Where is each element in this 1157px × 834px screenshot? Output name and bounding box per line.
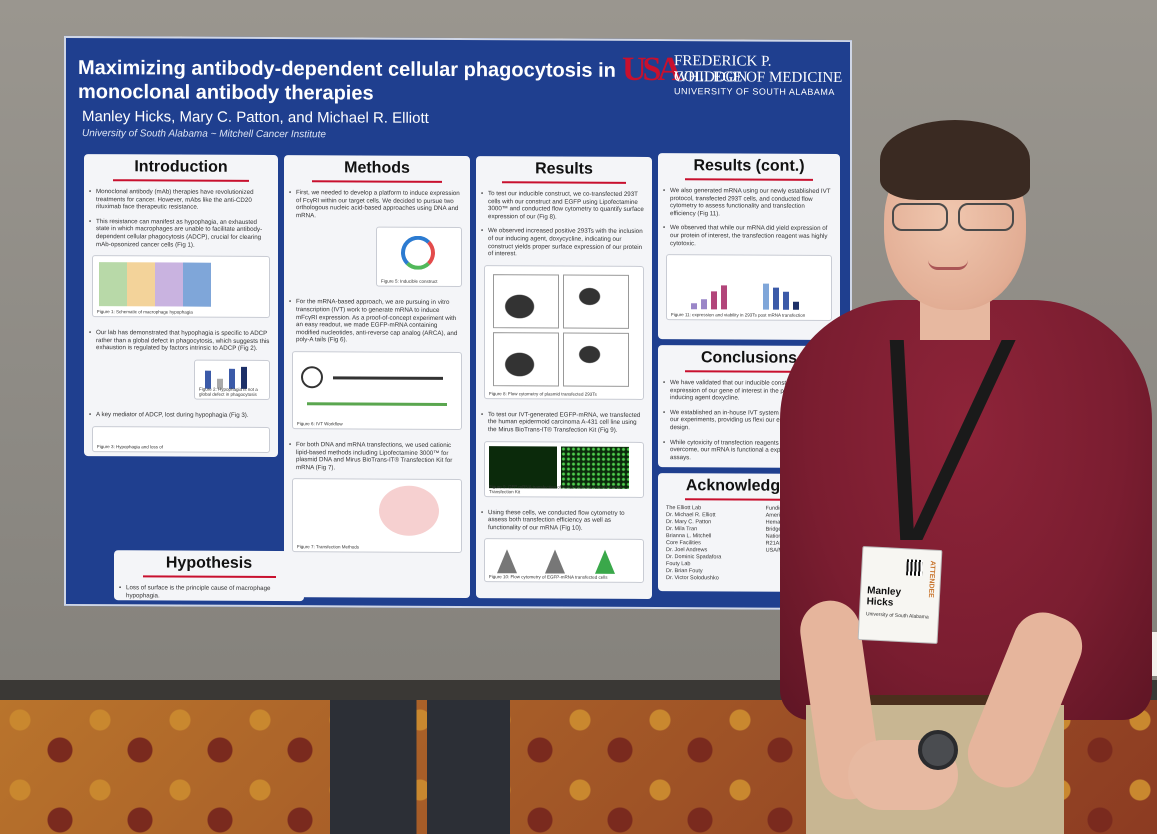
fig11-bar [793,301,799,310]
ack-col-1: The Elliott Lab Dr. Michael R. Elliott D… [666,505,766,583]
fig11-bar [763,283,769,310]
cell-diagram [379,485,439,537]
fig11-bar [711,291,717,310]
usa-logo-mark: USA [622,50,679,89]
smile [928,260,968,270]
intro-bullet: Monoclonal antibody (mAb) therapies have… [96,188,270,212]
hypothesis-text: Loss of surface is the principle cause o… [126,584,296,600]
figure-1: Figure 1: Schematic of macrophage hypoph… [92,255,270,319]
fig11-bar [773,287,779,310]
fig11-bar [783,291,789,310]
eyeglasses [888,203,1020,233]
workflow-arrow [333,376,443,380]
figure-3-caption: Figure 3: Hypophagia and loss of [97,443,164,449]
histogram-peak [545,549,565,574]
badge-name: Manley Hicks [866,585,901,609]
plasmid-map-icon [401,236,435,271]
methods-panel: Methods First, we needed to develop a pl… [284,155,470,599]
research-poster: Maximizing antibody-dependent cellular p… [64,35,852,611]
fig11-bar [691,303,697,310]
methods-bullet: First, we needed to develop a platform t… [296,189,462,220]
badge-affiliation: University of South Alabama [865,611,929,621]
badge-role: ATTENDEE [926,560,936,598]
left-lens [892,203,948,231]
results-bullet: To test our inducible construct, we co-t… [488,190,644,221]
wristwatch [918,730,958,770]
intro-bullet: This resistance can manifest as hypophag… [96,218,270,249]
flow-plot [493,273,559,329]
results-cont-bullet: We observed that while our mRNA did yiel… [670,224,832,248]
fig2-bar [241,366,247,389]
background-person-legs [330,700,510,834]
mrna-strand [307,402,447,406]
figure-3: Figure 3: Hypophagia and loss of [92,425,270,453]
college-logo: USA FREDERICK P. WHIDDON COLLEGE OF MEDI… [622,49,847,104]
figure-8: Figure 8: Flow cytometry of plasmid tran… [484,264,644,400]
results-cont-panel: Results (cont.) We also generated mRNA u… [658,153,840,341]
flow-plot [493,331,559,387]
ack-line: Dr. Victor Solodushko [666,575,719,582]
microscopy-image-gfp [561,446,629,489]
figure-6: Figure 6: IVT Workflow [292,351,462,430]
lanyard [895,340,1005,560]
figure-5: Figure 5: Inducible construct [376,226,462,288]
poster-affiliation: University of South Alabama ~ Mitchell C… [82,128,326,141]
results-bullet: We observed increased positive 293Ts wit… [488,228,644,259]
figure-10-caption: Figure 10: Flow cytometry of EGFP-mRNA t… [489,574,608,581]
results-cont-heading: Results (cont.) [658,157,840,184]
flow-plot [563,332,629,387]
right-lens [958,203,1014,231]
logo-line-3: UNIVERSITY OF SOUTH ALABAMA [674,86,835,97]
results-cont-bullet: We also generated mRNA using our newly e… [670,187,832,218]
phase-block-purple [155,262,183,307]
methods-bullet: For the mRNA-based approach, we are purs… [296,299,462,345]
results-bullet: Using these cells, we conducted flow cyt… [488,509,644,533]
results-bullet: To test our IVT-generated EGFP-mRNA, we … [488,411,644,435]
histogram-peak [497,549,517,574]
phase-block-blue [183,262,211,307]
figure-11: Figure 11: expression and viability in 2… [666,254,832,322]
figure-2: Figure 2: Hypophagia is not a global def… [194,359,270,400]
hair [880,120,1030,200]
fig11-bar [701,299,707,310]
results-panel: Results To test our inducible construct,… [476,156,652,600]
logo-line-2: COLLEGE OF MEDICINE [674,69,843,87]
figure-10: Figure 10: Flow cytometry of EGFP-mRNA t… [484,538,644,584]
figure-7: Figure 7: Transfection Methods [292,478,462,554]
methods-heading: Methods [284,159,470,186]
figure-7-caption: Figure 7: Transfection Methods [297,544,360,550]
results-heading: Results [476,160,652,187]
intro-bullet: A key mediator of ADCP, lost during hypo… [96,411,270,420]
poster-authors: Manley Hicks, Mary C. Patton, and Michae… [82,108,429,127]
histogram-peak [595,550,615,575]
intro-bullet: Our lab has demonstrated that hypophagia… [96,329,270,353]
figure-1-caption: Figure 1: Schematic of macrophage hypoph… [97,309,193,315]
name-badge: Manley Hicks University of South Alabama… [857,545,943,645]
plasmid-icon [301,366,323,389]
hypothesis-panel: Hypothesis Loss of surface is the princi… [114,550,304,602]
figure-11-caption: Figure 11: expression and viability in 2… [671,312,806,318]
figure-8-caption: Figure 8: Flow cytometry of plasmid tran… [489,390,597,397]
qr-code-icon [906,559,923,577]
flow-plot [563,274,629,329]
introduction-panel: Introduction Monoclonal antibody (mAb) t… [84,154,278,458]
fig11-bar [721,285,727,310]
figure-9: Figure 9: GFP mRNA transfection of A-431… [484,440,644,498]
introduction-heading: Introduction [84,158,278,185]
figure-6-caption: Figure 6: IVT Workflow [297,421,343,427]
phase-block-green [99,262,127,307]
poster-title: Maximizing antibody-dependent cellular p… [78,57,616,105]
figure-2-caption: Figure 2: Hypophagia is not a global def… [199,386,258,397]
phase-block-orange [127,262,155,307]
microscopy-image [489,445,557,489]
methods-bullet: For both DNA and mRNA transfections, we … [296,441,462,472]
figure-5-caption: Figure 5: Inducible construct [381,278,438,285]
badge-last-name: Hicks [866,596,894,609]
hypothesis-heading: Hypothesis [114,554,304,581]
figure-9-caption: Figure 9: GFP mRNA transfection of A-431… [489,483,622,494]
